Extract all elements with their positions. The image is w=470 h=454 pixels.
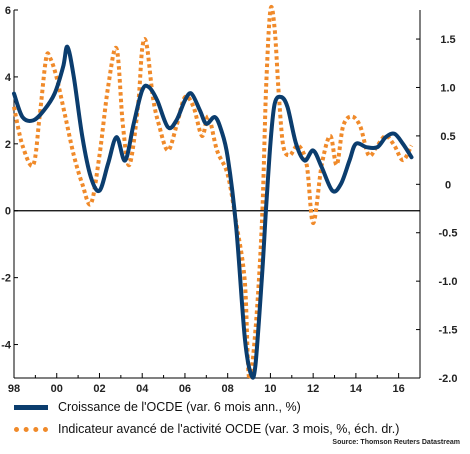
chart: 6 4 2 0 -2 -4 1.5 1.0 0.5 0 -0.5 -1.0 -1.5 -2.0 98 00… (1, 4, 457, 395)
x-tick-label: 14 (350, 383, 363, 395)
x-tick-label: 02 (93, 383, 105, 395)
x-tick-label: 04 (136, 383, 149, 395)
legend-label-leading-indicator: Indicateur avancé de l'activité OCDE (va… (58, 422, 400, 436)
left-tick-label: 2 (5, 139, 11, 151)
right-tick-label: 1.5 (440, 34, 455, 46)
right-tick-label: -1.5 (439, 325, 458, 337)
right-axis-ticks: 1.5 1.0 0.5 0 -0.5 -1.0 -1.5 -2.0 (416, 34, 457, 385)
legend-item-ocde-growth: Croissance de l'OCDE (var. 6 mois ann., … (14, 396, 399, 418)
left-tick-label: 6 (5, 5, 11, 17)
legend: Croissance de l'OCDE (var. 6 mois ann., … (14, 396, 399, 440)
legend-swatch-solid (14, 404, 48, 410)
left-tick-label: 4 (5, 72, 12, 84)
left-axis-ticks: 6 4 2 0 -2 -4 (1, 5, 18, 352)
left-tick-label: 0 (5, 206, 11, 218)
right-tick-label: 0 (445, 179, 451, 191)
x-tick-label: 98 (8, 383, 20, 395)
x-tick-label: 00 (51, 383, 63, 395)
legend-swatch-dotted (14, 426, 48, 432)
x-tick-label: 12 (307, 383, 319, 395)
x-tick-label: 06 (179, 383, 191, 395)
legend-item-leading-indicator: Indicateur avancé de l'activité OCDE (va… (14, 418, 399, 440)
right-tick-label: -1.0 (439, 276, 458, 288)
series-line-ocde-growth (12, 44, 414, 380)
right-tick-label: -2.0 (439, 373, 458, 385)
right-tick-label: 1.0 (440, 82, 455, 94)
x-tick-label: 08 (222, 383, 234, 395)
x-tick-label: 16 (393, 383, 405, 395)
source-note: Source: Thomson Reuters Datastream (332, 439, 460, 446)
x-tick-label: 10 (264, 383, 276, 395)
x-axis-ticks: 98 00 02 04 06 08 10 12 14 16 (8, 373, 405, 395)
series-layer (12, 4, 414, 382)
right-tick-label: -0.5 (439, 228, 458, 240)
right-tick-label: 0.5 (440, 131, 455, 143)
series-line-leading-indicator (12, 4, 414, 382)
legend-label-ocde-growth: Croissance de l'OCDE (var. 6 mois ann., … (58, 400, 301, 414)
plot-frame (13, 10, 421, 379)
left-tick-label: -4 (1, 340, 12, 352)
left-tick-label: -2 (1, 273, 11, 285)
